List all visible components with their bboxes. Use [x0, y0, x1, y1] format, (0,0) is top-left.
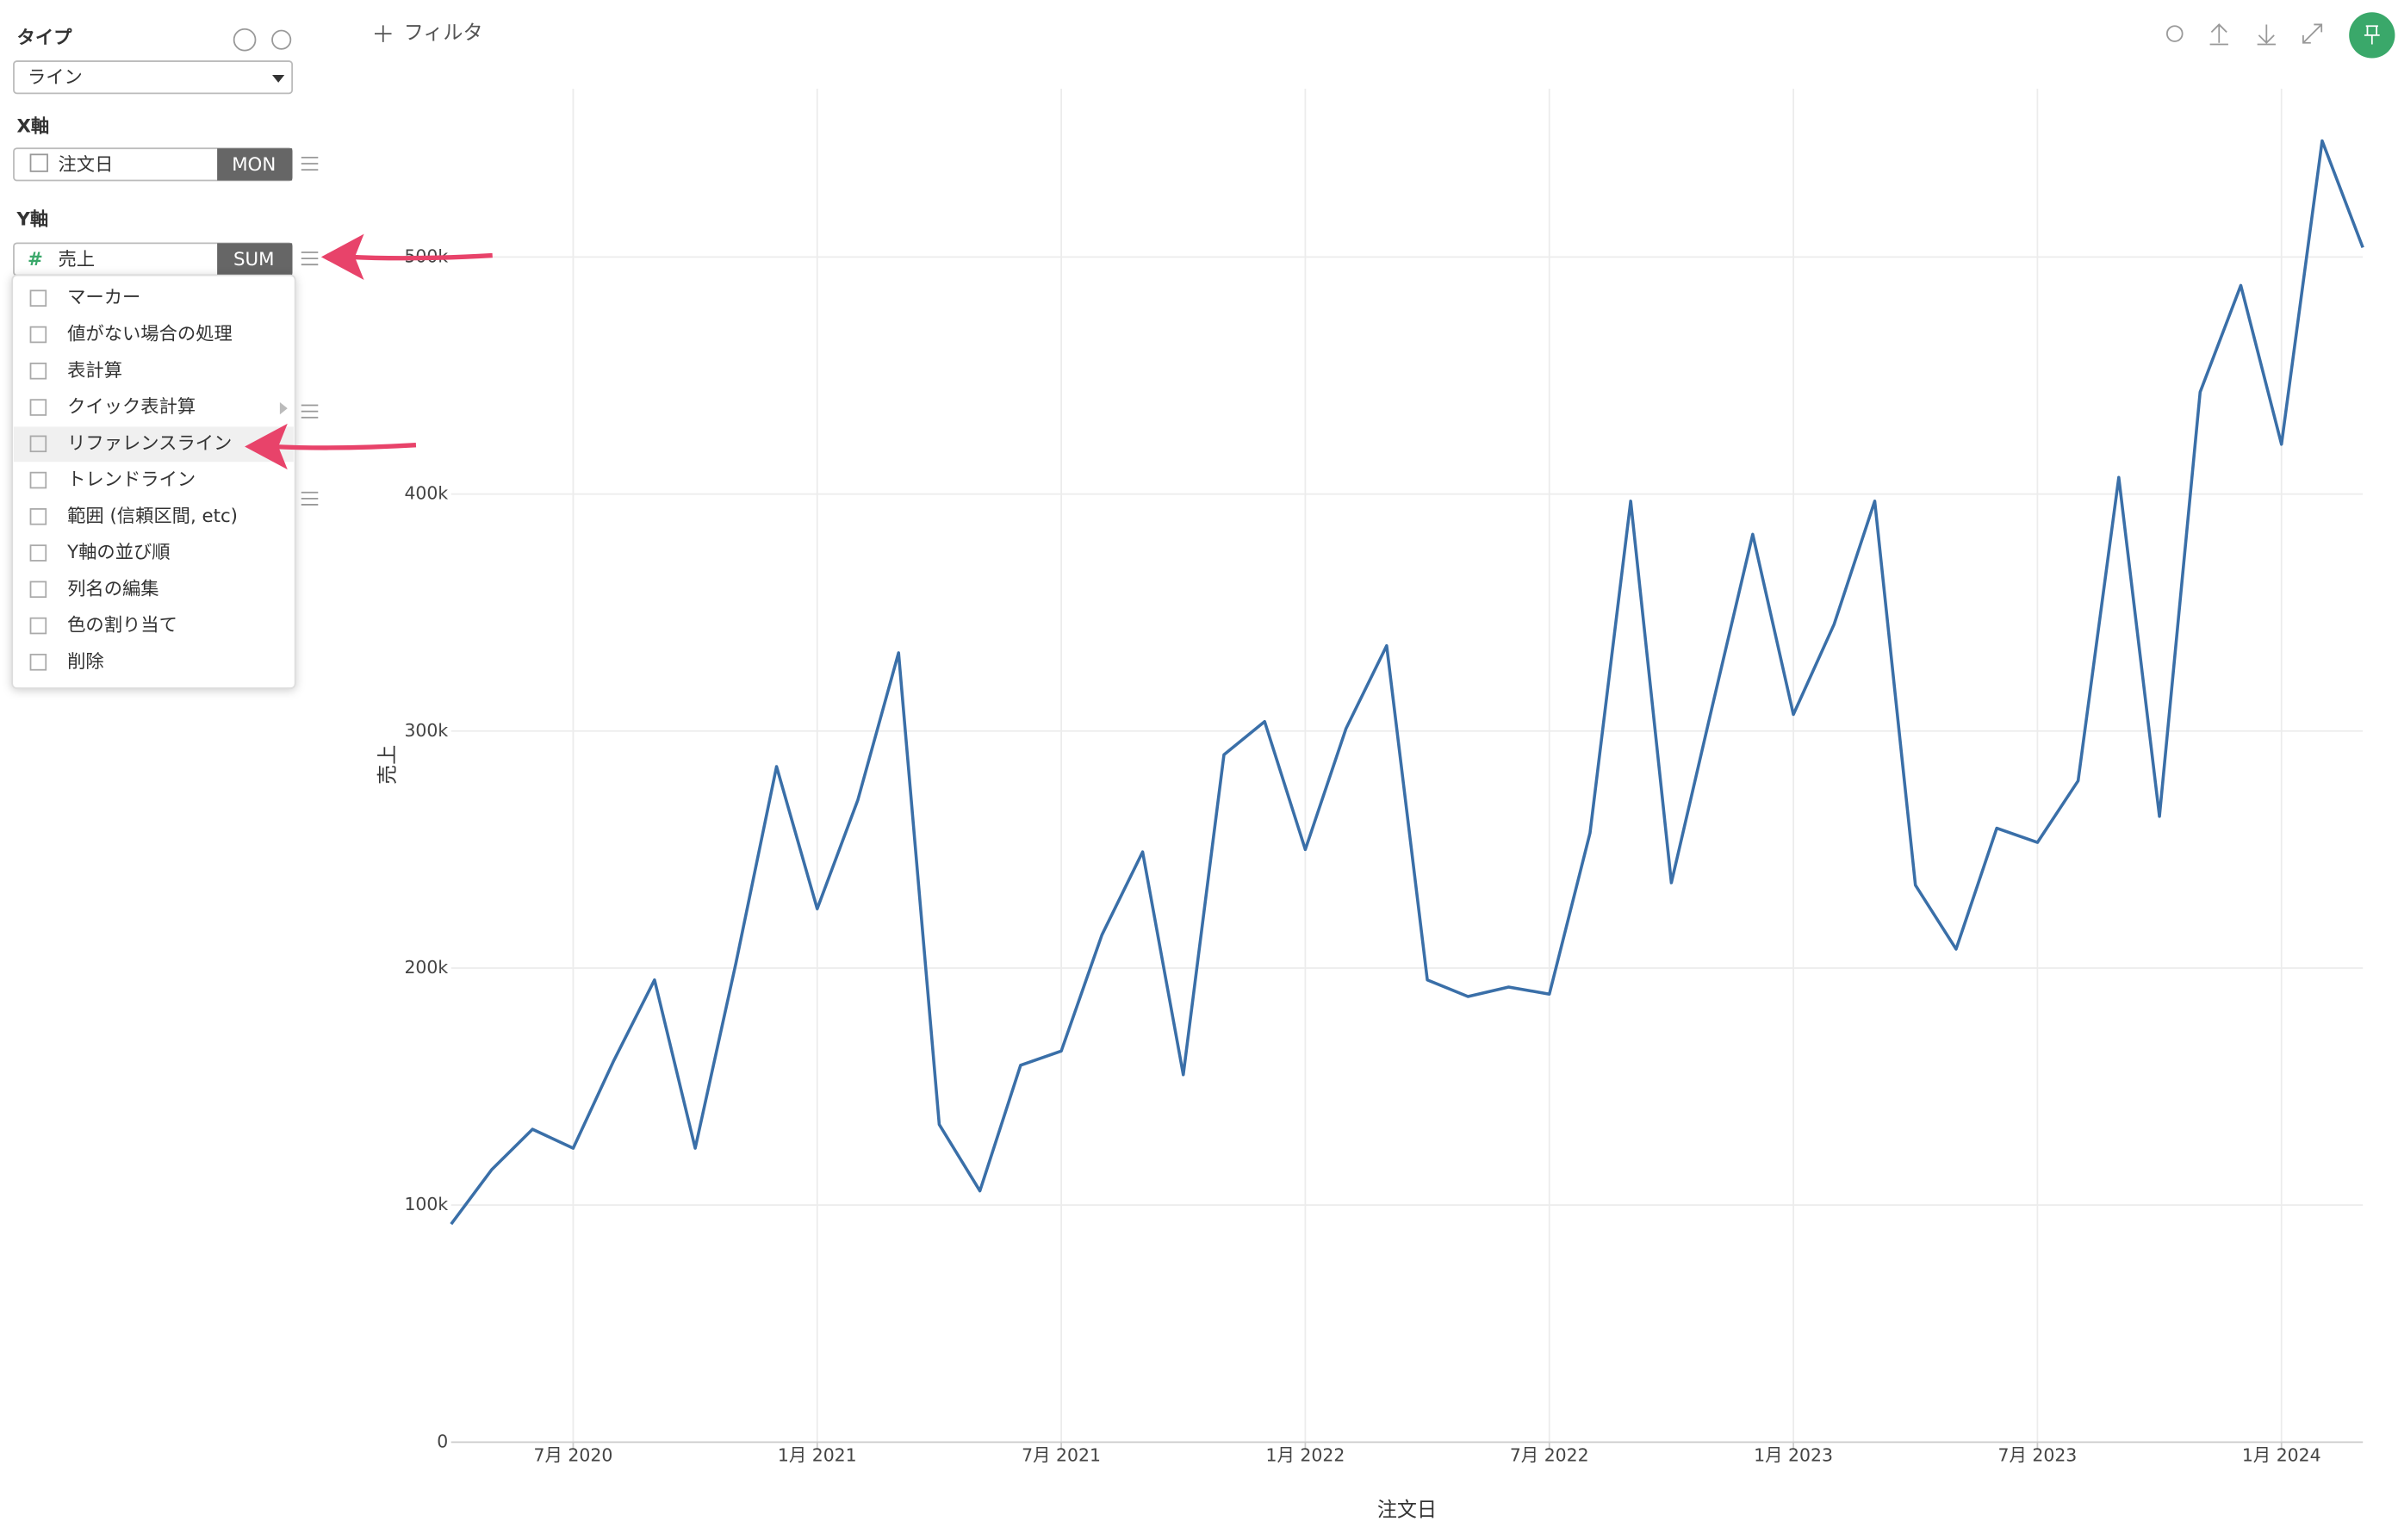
menu-item[interactable]: 範囲 (信頼区間, etc) — [67, 506, 238, 527]
menu-item-icon — [29, 508, 47, 525]
menu-item[interactable]: Y軸の並び順 — [66, 542, 171, 563]
x-tick-label: 1月 2023 — [1754, 1444, 1833, 1465]
date-icon — [29, 153, 48, 172]
menu-item[interactable]: マーカー — [67, 287, 140, 308]
menu-icon[interactable] — [301, 404, 319, 419]
context-menu: マーカー値がない場合の処理表計算クイック表計算リファレンスライントレンドライン範… — [11, 274, 296, 689]
menu-icon[interactable] — [301, 251, 319, 266]
type-select[interactable] — [13, 60, 294, 95]
annotation-arrows — [245, 233, 493, 470]
menu-panel — [11, 274, 296, 689]
y-tick-label: 400k — [404, 483, 448, 504]
y-axis-label: Y軸 — [16, 208, 49, 231]
menu-item-icon — [29, 544, 47, 562]
x-agg: MON — [232, 154, 276, 176]
arrow-head — [320, 233, 364, 280]
upload-icon[interactable] — [2209, 23, 2228, 46]
x-agg-button[interactable] — [217, 148, 293, 181]
x-tick-label: 1月 2024 — [2242, 1444, 2321, 1465]
filter-button[interactable]: フィルタ — [404, 22, 483, 45]
download-icon[interactable] — [2257, 24, 2276, 46]
y-agg-button[interactable] — [217, 243, 293, 276]
menu-item-icon — [29, 399, 47, 416]
x-tick-label: 1月 2022 — [1266, 1444, 1345, 1465]
menu-item-icon — [29, 471, 47, 489]
toolbar: フィルタ — [375, 12, 2395, 59]
number-icon: # — [28, 249, 43, 270]
data-line — [450, 139, 2364, 1226]
x-field-name: 注文日 — [58, 154, 113, 176]
menu-item-icon — [29, 289, 47, 307]
pin-icon — [2364, 25, 2380, 45]
y-agg: SUM — [233, 249, 274, 270]
menu-item-icon — [29, 326, 47, 344]
menu-item[interactable]: クイック表計算 — [67, 396, 196, 418]
toolbar-icons — [2166, 23, 2323, 46]
menu-item[interactable]: トレンドライン — [67, 469, 196, 491]
menu-item[interactable]: リファレンスライン — [67, 432, 232, 454]
type-label: タイプ — [17, 27, 73, 48]
menu-item[interactable]: 値がない場合の処理 — [67, 324, 233, 345]
menu-item-icon — [29, 363, 47, 380]
expand-icon[interactable] — [2302, 23, 2323, 44]
menu-item-icon — [29, 435, 47, 453]
y-tick-label: 200k — [404, 957, 448, 978]
y-field-name: 売上 — [58, 249, 95, 270]
settings-icon[interactable] — [271, 29, 292, 50]
menu-item[interactable]: 色の割り当て — [67, 615, 177, 636]
help-icon[interactable] — [233, 28, 257, 52]
menu-item[interactable]: 表計算 — [67, 360, 122, 382]
menu-icon[interactable] — [301, 491, 319, 506]
menu-item[interactable]: 削除 — [67, 651, 104, 673]
hamburger-icons — [301, 157, 319, 506]
menu-item-icon — [29, 617, 47, 635]
x-tick-label: 7月 2022 — [1510, 1444, 1589, 1465]
x-axis-label: X軸 — [17, 115, 50, 137]
menu-highlight — [13, 426, 294, 463]
arrow — [348, 252, 493, 261]
submenu-caret — [279, 401, 288, 415]
menu-icon[interactable] — [301, 157, 319, 171]
y-tick-label: 0 — [437, 1431, 448, 1451]
arrow-head — [245, 423, 288, 470]
arrow — [271, 443, 417, 450]
y-tick-label: 300k — [404, 720, 448, 741]
x-tick-label: 1月 2021 — [778, 1444, 857, 1465]
menu-item-icon — [29, 581, 47, 599]
menu-item-icon — [29, 654, 47, 671]
x-tick-label: 7月 2020 — [534, 1444, 613, 1465]
sidebar: タイプ ライン X軸 注文日 MON Y軸 # 売上 SUM マーカー値がない場… — [11, 27, 319, 689]
type-value: ライン — [28, 67, 83, 89]
menu-item[interactable]: 列名の編集 — [67, 578, 159, 599]
y-axis-title: 売上 — [376, 745, 399, 785]
plus-icon[interactable] — [375, 25, 392, 42]
y-tick-label: 100k — [404, 1194, 448, 1214]
x-axis-title: 注文日 — [1377, 1500, 1437, 1522]
x-tick-label: 7月 2023 — [1997, 1444, 2077, 1465]
dropdown-caret — [272, 75, 285, 83]
x-tick-label: 7月 2021 — [1022, 1444, 1101, 1465]
comment-icon[interactable] — [2166, 25, 2184, 42]
